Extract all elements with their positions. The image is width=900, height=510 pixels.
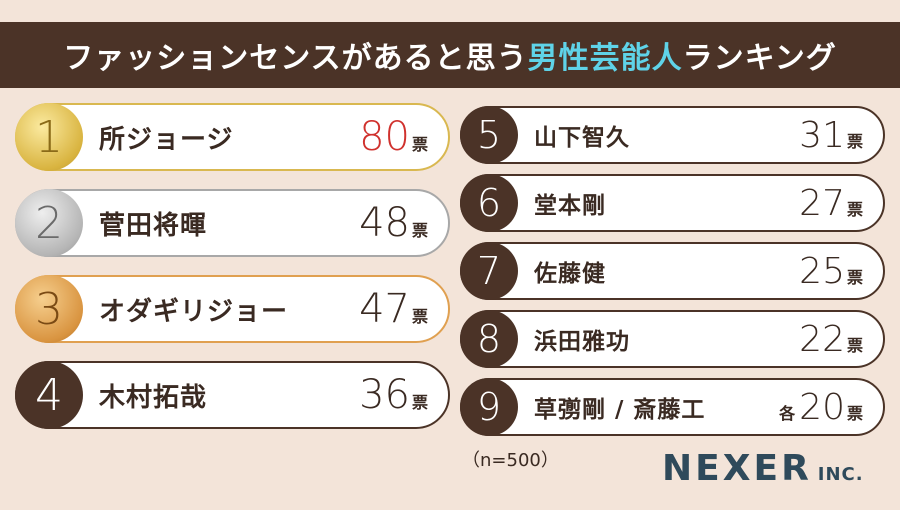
rank-badge: 5 [460, 106, 518, 164]
name: オダギリジョー [99, 296, 289, 327]
rank-badge: 8 [460, 310, 518, 368]
vote-count: 22 [799, 318, 845, 360]
rank-badge: 9 [460, 378, 518, 436]
votes: 47 票 [359, 286, 428, 332]
header: ファッションセンスがあると思う 男性芸能人 ランキング [0, 22, 900, 88]
vote-unit: 票 [846, 335, 863, 355]
rank-row: 6 堂本剛 27 票 [460, 174, 885, 232]
name: 浜田雅功 [534, 329, 630, 355]
vote-count: 48 [359, 200, 410, 246]
vote-count: 36 [359, 372, 410, 418]
logo-main: NEXER [662, 448, 812, 489]
rank-badge: 3 [15, 275, 83, 343]
rank-badge: 7 [460, 242, 518, 300]
vote-unit: 票 [846, 131, 863, 151]
votes: 48 票 [359, 200, 428, 246]
vote-count: 80 [359, 114, 410, 160]
vote-unit: 票 [411, 393, 428, 412]
name: 菅田将暉 [99, 210, 208, 241]
vote-count: 27 [799, 182, 845, 224]
vote-unit: 票 [411, 135, 428, 154]
rank-row: 8 浜田雅功 22 票 [460, 310, 885, 368]
name: 佐藤健 [534, 261, 606, 287]
rank-row: 2 菅田将暉 48 票 [15, 189, 450, 257]
rank-row: 4 木村拓哉 36 票 [15, 361, 450, 429]
title: ランキング [682, 41, 837, 76]
rank-row: 1 所ジョージ 80 票 [15, 103, 450, 171]
vote-count: 31 [799, 114, 845, 156]
name: 山下智久 [534, 125, 630, 151]
rank-row: 5 山下智久 31 票 [460, 106, 885, 164]
votes: 22 票 [799, 319, 863, 360]
votes: 36 票 [359, 372, 428, 418]
vote-unit: 票 [846, 199, 863, 219]
name: 草彅剛 / 斎藤工 [534, 397, 706, 423]
vote-unit: 票 [411, 307, 428, 326]
vote-unit: 票 [846, 403, 863, 423]
title: ファッションセンスがあると思う [63, 41, 528, 76]
vote-prefix: 各 [779, 403, 796, 423]
sample-note: （n=500） [462, 450, 559, 471]
rank-badge: 6 [460, 174, 518, 232]
vote-unit: 票 [411, 221, 428, 240]
name: 所ジョージ [99, 124, 234, 155]
rank-row: 7 佐藤健 25 票 [460, 242, 885, 300]
name: 木村拓哉 [99, 382, 208, 413]
rank-badge: 2 [15, 189, 83, 257]
votes: 25 票 [799, 251, 863, 292]
rank-badge: 1 [15, 103, 83, 171]
rank-row: 9 草彅剛 / 斎藤工 各 20 票 [460, 378, 885, 436]
votes: 31 票 [799, 115, 863, 156]
logo-sub: INC. [817, 464, 864, 485]
logo: NEXER INC. [662, 448, 864, 489]
rank-row: 3 オダギリジョー 47 票 [15, 275, 450, 343]
votes: 80 票 [359, 114, 428, 160]
vote-count: 25 [799, 250, 845, 292]
vote-count: 47 [359, 286, 410, 332]
votes: 27 票 [799, 183, 863, 224]
name: 堂本剛 [534, 193, 606, 219]
vote-unit: 票 [846, 267, 863, 287]
votes: 各 20 票 [779, 387, 863, 428]
rank-badge: 4 [15, 361, 83, 429]
title-highlight: 男性芸能人 [527, 41, 683, 76]
vote-count: 20 [799, 386, 845, 428]
